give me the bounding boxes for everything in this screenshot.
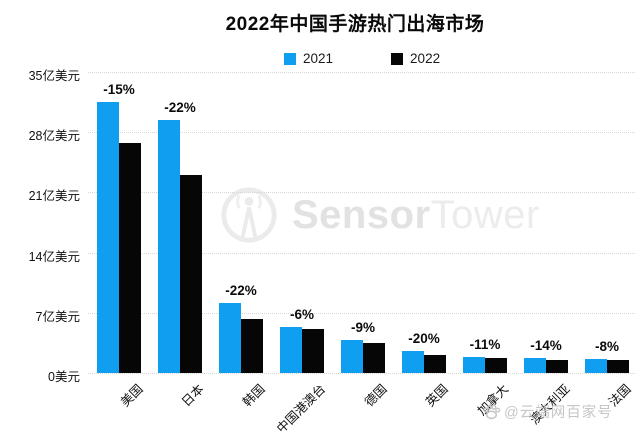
bar-2022-9: [607, 360, 629, 373]
bar-2022-8: [546, 360, 568, 373]
gridline: [88, 72, 635, 73]
bar-2022-4: [302, 329, 324, 373]
legend-item-2021: 2021: [284, 51, 333, 66]
bar-2022-3: [241, 319, 263, 373]
bar-2021-3: [219, 303, 241, 373]
baijiahao-watermark-text: @云端网百家号: [504, 405, 613, 421]
x-axis-label: 德国: [362, 381, 390, 410]
legend: 2021 2022: [284, 51, 440, 66]
change-label: -6%: [289, 307, 315, 322]
bar-2021-4: [280, 327, 302, 373]
legend-swatch-2022: [391, 52, 404, 65]
gridline: [88, 313, 635, 314]
change-label: -22%: [164, 100, 196, 115]
sensortower-logo-icon: [221, 187, 277, 243]
y-tick-label: 35亿美元: [28, 69, 80, 83]
y-tick-label: 21亿美元: [28, 189, 80, 203]
change-label: -20%: [408, 331, 440, 346]
paw-icon: [483, 404, 501, 420]
plot-area: SensorTower -15% -22% -22% -6% -9% -20% -11% -1…: [88, 72, 635, 374]
y-tick-label: 28亿美元: [28, 129, 80, 143]
bar-2022-6: [424, 355, 446, 373]
gridline: [88, 192, 635, 193]
chart-title: 2022年中国手游热门出海市场: [225, 14, 485, 35]
change-label: -14%: [530, 338, 562, 353]
bar-2021-6: [402, 351, 424, 373]
x-axis-label: 中国港澳台: [274, 381, 329, 436]
legend-item-2022: 2022: [391, 51, 440, 66]
bar-2021-9: [585, 359, 607, 373]
sensortower-wordmark: SensorTower: [292, 193, 540, 237]
change-label: -9%: [350, 320, 376, 335]
x-axis-label: 美国: [118, 381, 146, 410]
bar-2021-8: [524, 358, 546, 373]
bar-2022-5: [363, 343, 385, 373]
x-axis-label: 英国: [423, 381, 451, 410]
change-label: -22%: [225, 283, 257, 298]
legend-label-2022: 2022: [410, 51, 441, 66]
change-label: -11%: [469, 337, 501, 352]
bar-2022-1: [119, 143, 141, 373]
bar-2022-7: [485, 358, 507, 373]
sensortower-watermark: SensorTower: [220, 185, 540, 245]
legend-label-2021: 2021: [303, 51, 334, 66]
bar-2022-2: [180, 175, 202, 373]
gridline: [88, 132, 635, 133]
legend-swatch-2021: [284, 52, 296, 65]
change-label: -15%: [103, 82, 135, 97]
y-tick-label: 0美元: [48, 370, 80, 384]
bar-2021-5: [341, 340, 363, 373]
x-axis-label: 韩国: [240, 381, 268, 410]
bar-2021-7: [463, 357, 485, 373]
change-label: -8%: [594, 339, 620, 354]
gridline: [88, 373, 635, 374]
x-axis-label: 日本: [179, 381, 207, 410]
y-tick-label: 7亿美元: [35, 310, 80, 324]
y-axis: 35亿美元 28亿美元 21亿美元 14亿美元 7亿美元 0美元: [0, 69, 80, 384]
bar-2021-1: [97, 102, 119, 373]
baijiahao-watermark: @云端网百家号: [482, 401, 613, 422]
y-tick-label: 14亿美元: [28, 250, 80, 264]
gridline: [88, 253, 635, 254]
bar-2021-2: [158, 120, 180, 373]
